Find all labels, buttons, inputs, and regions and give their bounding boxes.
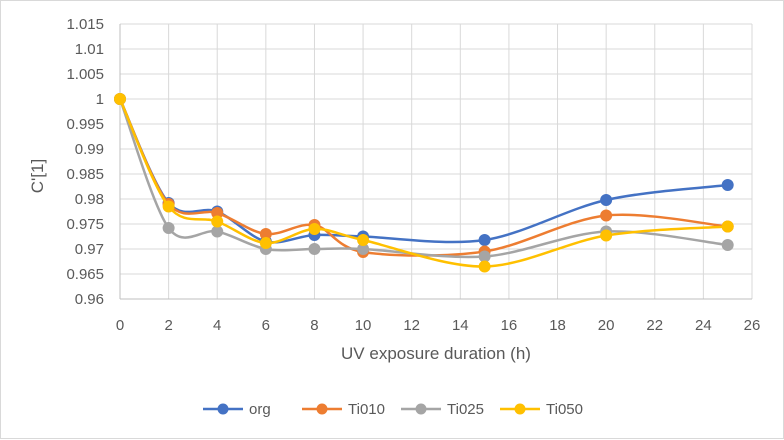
x-tick-label: 20 [598, 317, 615, 334]
y-tick-label: 0.995 [66, 116, 104, 133]
y-tick-label: 0.97 [75, 241, 104, 258]
axes [119, 24, 752, 300]
x-tick-label: 10 [355, 317, 372, 334]
legend-marker [217, 403, 229, 415]
legend-marker [316, 403, 328, 415]
y-tick-label: 0.99 [75, 141, 104, 158]
data-point [478, 260, 491, 273]
legend-item: org [203, 401, 271, 418]
data-point [478, 250, 491, 263]
y-tick-label: 1.015 [66, 16, 104, 33]
series-ti050 [114, 93, 734, 273]
x-tick-label: 14 [452, 317, 469, 334]
data-point [357, 234, 370, 246]
data-point [162, 200, 175, 213]
x-tick-label: 6 [262, 317, 270, 334]
x-tick-label: 24 [695, 317, 712, 334]
data-point [114, 93, 126, 105]
x-tick-label: 8 [310, 317, 318, 334]
data-point [600, 194, 613, 206]
x-tick-label: 16 [501, 317, 518, 334]
x-tick-label: 22 [646, 317, 663, 334]
legend-label: Ti050 [546, 401, 583, 418]
y-tick-label: 0.975 [66, 216, 104, 233]
data-point [721, 220, 734, 233]
tick-labels: 0.96 0.965 0.97 0.975 0.98 0.985 0.99 0.995 1 1.0… [66, 16, 760, 334]
y-tick-label: 0.985 [66, 166, 104, 183]
data-point [308, 223, 321, 235]
series-ti025 [114, 93, 734, 263]
x-tick-label: 12 [403, 317, 420, 334]
data-point [478, 234, 491, 246]
legend: org Ti010 Ti025 Ti050 [203, 401, 583, 418]
data-point [211, 215, 224, 228]
data-point [721, 179, 734, 191]
series-lines [114, 93, 734, 273]
legend-item: Ti025 [401, 401, 484, 418]
data-point [259, 237, 272, 249]
legend-item: Ti010 [302, 401, 385, 418]
legend-marker [514, 403, 526, 415]
series-line [118, 98, 728, 268]
y-tick-label: 1.005 [66, 66, 104, 83]
y-axis-title: C'[1] [28, 159, 47, 193]
series-line [118, 98, 728, 257]
data-point [600, 229, 613, 242]
x-tick-label: 18 [549, 317, 566, 334]
y-tick-label: 0.965 [66, 266, 104, 283]
y-tick-label: 1.01 [75, 41, 104, 58]
legend-marker [415, 403, 427, 415]
data-point [162, 222, 175, 234]
y-tick-label: 1 [96, 91, 104, 108]
y-tick-label: 0.98 [75, 191, 104, 208]
legend-label: Ti025 [447, 401, 484, 418]
x-axis-title: UV exposure duration (h) [341, 344, 531, 363]
data-point [211, 225, 224, 238]
series-line [118, 98, 728, 259]
x-tick-label: 0 [116, 317, 124, 334]
legend-label: org [249, 401, 271, 418]
x-tick-label: 26 [744, 317, 761, 334]
gridlines [119, 23, 753, 300]
legend-item: Ti050 [500, 401, 583, 418]
legend-label: Ti010 [348, 401, 385, 418]
data-point [721, 239, 734, 251]
data-point [308, 243, 321, 255]
data-point [600, 209, 613, 222]
x-tick-label: 4 [213, 317, 221, 334]
x-tick-label: 2 [164, 317, 172, 334]
y-tick-label: 0.96 [75, 291, 104, 308]
